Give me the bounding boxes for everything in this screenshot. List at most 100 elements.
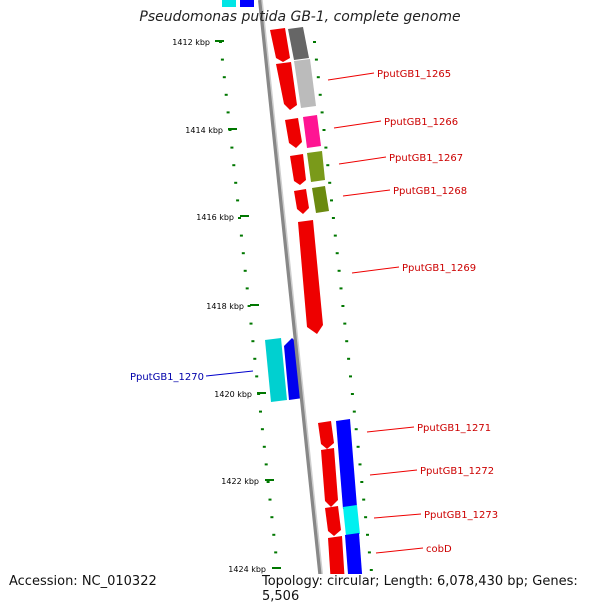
minor-tick — [358, 463, 362, 466]
minor-tick — [241, 252, 245, 255]
gene-block-red[interactable] — [325, 506, 341, 536]
minor-tick — [330, 199, 333, 202]
minor-tick — [255, 375, 259, 378]
gene-block-blue[interactable] — [336, 419, 357, 509]
gene-block-top-blue[interactable] — [240, 0, 254, 7]
minor-tick — [350, 393, 354, 395]
minor-tick — [314, 58, 318, 61]
gene-block-olive[interactable] — [307, 151, 325, 182]
minor-tick — [333, 234, 337, 237]
gene-label-cobd[interactable]: cobD — [426, 544, 452, 555]
minor-tick — [331, 217, 335, 219]
minor-tick — [335, 252, 339, 255]
minor-tick — [239, 234, 243, 237]
gene-labels: PputGB1_1265 PputGB1_1266 PputGB1_1267 P… — [130, 69, 498, 555]
gene-block-red[interactable] — [294, 189, 309, 214]
minor-tick — [313, 41, 316, 43]
minor-tick — [369, 569, 373, 571]
gene-block-top-cyan[interactable] — [222, 0, 236, 7]
gene-label-pputgb1-1269[interactable]: PputGB1_1269 — [402, 263, 476, 274]
accession-text: Accession: NC_010322 — [9, 574, 157, 589]
minor-tick — [324, 146, 328, 149]
label-leader-line — [369, 469, 418, 476]
kbp-tick-label: 1422 kbp — [221, 477, 259, 486]
minor-tick — [366, 533, 369, 536]
minor-tick — [232, 164, 236, 167]
kbp-tick-label: 1414 kbp — [185, 126, 223, 135]
gene-block-magenta[interactable] — [303, 115, 321, 148]
gene-block-cyan[interactable] — [343, 505, 360, 536]
minor-tick — [270, 516, 274, 519]
minor-tick — [236, 199, 240, 202]
minor-tick — [224, 93, 228, 96]
gene-block-red[interactable] — [321, 448, 338, 507]
minor-tick — [266, 481, 270, 483]
gene-label-pputgb1-1267[interactable]: PputGB1_1267 — [389, 153, 463, 164]
gene-block-gray-light[interactable] — [294, 59, 316, 108]
minor-tick — [339, 287, 343, 290]
minor-tick — [234, 181, 238, 184]
label-leader-line — [366, 426, 415, 433]
gene-block-red[interactable] — [270, 28, 290, 62]
gene-block-olive[interactable] — [312, 186, 329, 213]
minor-tick — [249, 322, 253, 325]
minor-tick — [272, 533, 276, 536]
gene-label-pputgb1-1272[interactable]: PputGB1_1272 — [420, 466, 494, 477]
gene-block-red[interactable] — [298, 220, 323, 334]
minor-tick — [222, 76, 226, 79]
minor-tick — [259, 410, 262, 413]
gene-block-red[interactable] — [318, 421, 334, 449]
kbp-axis: 1412 kbp 1414 kbp 1416 kbp 1418 kbp 1420… — [172, 38, 281, 574]
minor-tick — [343, 322, 347, 325]
gene-block-red[interactable] — [290, 154, 306, 185]
minor-tick — [318, 93, 322, 96]
minor-tick — [316, 76, 320, 79]
minor-tick — [347, 357, 351, 360]
gene-block-red[interactable] — [285, 118, 302, 148]
minor-tick — [274, 551, 278, 554]
minor-tick — [360, 481, 364, 483]
gene-label-pputgb1-1265[interactable]: PputGB1_1265 — [377, 69, 451, 80]
label-leader-line — [338, 156, 387, 165]
minor-tick — [322, 129, 326, 131]
kbp-tick-label: 1418 kbp — [206, 302, 244, 311]
gene-label-pputgb1-1273[interactable]: PputGB1_1273 — [424, 510, 498, 521]
gene-block-gray-dark[interactable] — [288, 27, 309, 60]
kbp-tick-label: 1416 kbp — [196, 213, 234, 222]
minor-tick — [238, 217, 241, 219]
gene-label-pputgb1-1270[interactable]: PputGB1_1270 — [130, 372, 204, 383]
minor-tick — [226, 111, 230, 114]
minor-tick — [243, 269, 247, 272]
gene-label-pputgb1-1266[interactable]: PputGB1_1266 — [384, 117, 458, 128]
gene-label-pputgb1-1271[interactable]: PputGB1_1271 — [417, 423, 491, 434]
label-leader-line — [327, 72, 375, 81]
minor-tick — [362, 498, 366, 501]
gene-label-pputgb1-1268[interactable]: PputGB1_1268 — [393, 186, 467, 197]
minor-tick — [245, 287, 249, 290]
minor-tick — [337, 269, 341, 272]
minor-tick — [354, 428, 358, 431]
minor-tick — [326, 164, 330, 167]
minor-tick — [251, 340, 255, 343]
label-leader-line — [205, 370, 254, 377]
minor-tick — [260, 428, 264, 431]
genome-title: Pseudomonas putida GB-1, complete genome — [139, 9, 461, 25]
kbp-tick-label: 1420 kbp — [214, 390, 252, 399]
minor-tick — [264, 463, 268, 466]
gene-block-cyan[interactable] — [265, 338, 287, 402]
minor-tick — [364, 516, 368, 519]
gene-block-red[interactable] — [276, 62, 297, 110]
minor-tick — [341, 305, 345, 307]
kbp-tick-label: 1424 kbp — [228, 565, 266, 574]
right-tick-track — [313, 41, 373, 571]
minor-tick — [345, 340, 349, 343]
genome-backbone — [258, 0, 325, 600]
label-leader-line — [351, 266, 400, 274]
minor-tick — [230, 146, 234, 149]
minor-tick — [262, 445, 266, 448]
minor-tick — [367, 551, 371, 554]
topology-text: Topology: circular; Length: 6,078,430 bp… — [262, 574, 600, 604]
genome-backbone-highlight — [261, 0, 326, 600]
minor-tick — [352, 410, 356, 413]
